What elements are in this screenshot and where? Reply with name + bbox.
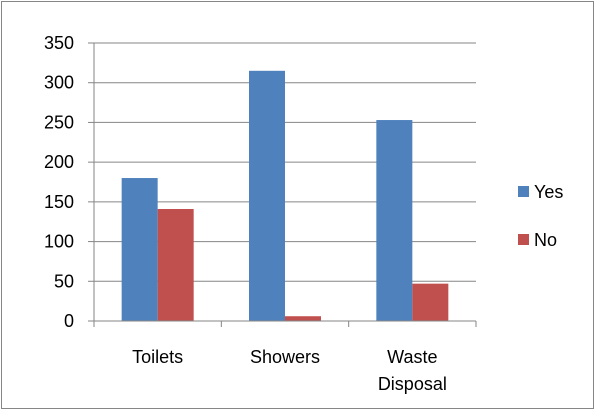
legend-label-no: No — [534, 230, 557, 250]
y-tick-label: 150 — [44, 192, 74, 212]
y-tick-label: 200 — [44, 152, 74, 172]
bar-yes-0 — [121, 178, 158, 321]
x-axis-labels: Toilets Showers Waste Disposal — [132, 347, 447, 394]
x-category-label: Toilets — [132, 347, 183, 367]
x-category-label: Showers — [250, 347, 320, 367]
x-category-label: Disposal — [378, 374, 447, 394]
y-axis-ticks: 0 50 100 150 200 250 300 350 — [44, 33, 94, 331]
x-category-label: Waste — [387, 347, 437, 367]
legend-swatch-yes — [518, 186, 529, 197]
y-tick-label: 300 — [44, 73, 74, 93]
legend: Yes No — [518, 182, 563, 250]
y-tick-label: 350 — [44, 33, 74, 53]
legend-swatch-no — [518, 234, 529, 245]
bar-no-0 — [157, 209, 194, 321]
y-tick-label: 50 — [54, 271, 74, 291]
bar-yes-1 — [249, 70, 285, 321]
bar-no-1 — [285, 316, 321, 321]
bar-no-2 — [412, 283, 449, 321]
y-tick-label: 100 — [44, 232, 74, 252]
bar-yes-2 — [376, 120, 413, 321]
legend-label-yes: Yes — [534, 182, 563, 202]
y-tick-label: 250 — [44, 112, 74, 132]
y-tick-label: 0 — [64, 311, 74, 331]
bars — [121, 70, 449, 321]
axes — [93, 43, 477, 327]
